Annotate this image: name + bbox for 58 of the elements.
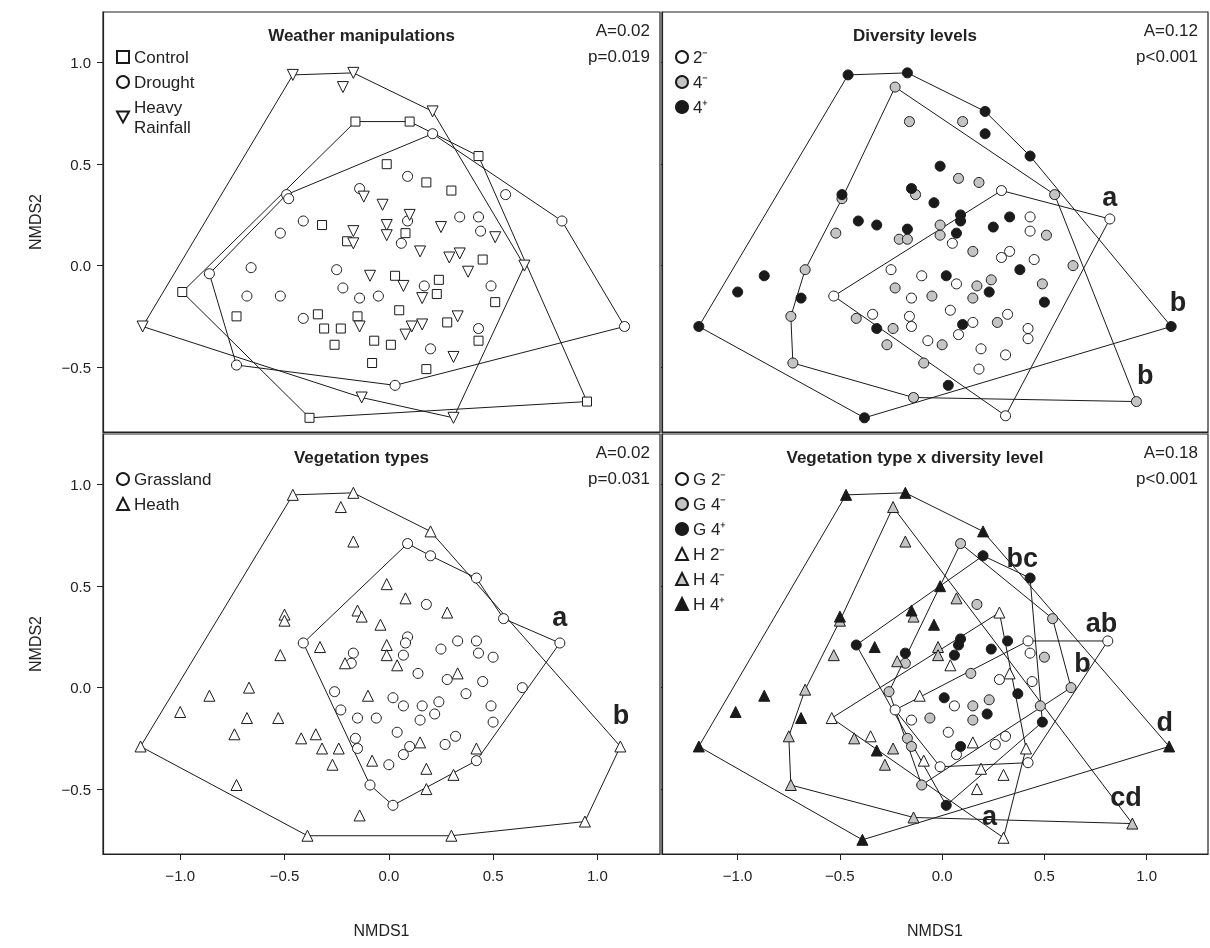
annotation: b (612, 700, 630, 731)
y-tick-label: −0.5 (61, 780, 91, 798)
annotation: b (1074, 647, 1091, 678)
annotation: A=0.02 (595, 443, 651, 462)
annotation: cd (1110, 782, 1142, 813)
legend-label: G 4⁻ (693, 494, 727, 514)
y-tick-label: 0.5 (70, 155, 91, 173)
legend-label: 4⁺ (693, 97, 709, 117)
x-tick-label: 1.0 (586, 867, 608, 884)
annotation: a (552, 601, 569, 632)
annotation: A=0.18 (1143, 443, 1199, 462)
annotation: A=0.02 (595, 21, 651, 40)
x-tick-label: −1.0 (165, 867, 195, 884)
text: Vegetation types (293, 448, 430, 467)
annotation: A=0.12 (1143, 21, 1199, 40)
x-tick-label: 1.0 (1136, 867, 1158, 884)
y-tick-label: 1.0 (70, 54, 91, 72)
legend-label: G 2⁻ (693, 469, 727, 489)
x-tick-label: 0.0 (378, 867, 400, 884)
x-tick-label: 0.0 (931, 867, 953, 884)
text: Vegetation type x diversity level (786, 448, 1044, 467)
annotation: b (1136, 360, 1154, 391)
legend-label: 4⁻ (693, 72, 709, 92)
y-tick-label: 0.0 (70, 257, 91, 275)
y-tick-label: 1.0 (70, 476, 91, 494)
annotation: p<0.001 (1136, 469, 1199, 488)
x-tick-label: 0.5 (1033, 867, 1055, 884)
legend-label: H 4⁻ (693, 569, 726, 589)
legend-label: Drought (134, 72, 195, 92)
annotation: a (1102, 181, 1119, 212)
annotation: p=0.019 (588, 47, 651, 66)
legend-label: G 4⁺ (693, 519, 727, 539)
annotation: d (1156, 707, 1174, 738)
y-tick-label: 0.0 (70, 679, 91, 697)
annotation: ab (1085, 607, 1118, 638)
x-axis-title: NMDS1 (906, 921, 964, 939)
y-tick-label: 0.5 (70, 577, 91, 595)
x-axis-title: NMDS1 (353, 921, 410, 939)
x-tick-label: 0.5 (482, 867, 504, 884)
annotation: p=0.031 (588, 469, 651, 488)
annotation: bc (1006, 542, 1039, 573)
legend-label: Heath (134, 494, 180, 514)
y-tick-label: −0.5 (61, 358, 91, 376)
x-tick-label: −1.0 (722, 867, 753, 884)
y-axis-title: NMDS2 (26, 193, 44, 251)
y-axis-title: NMDS2 (26, 615, 44, 673)
legend-label: Heavy Rainfall (134, 97, 191, 137)
legend-label: H 4⁺ (693, 594, 726, 614)
legend-label: Grassland (134, 469, 212, 489)
x-tick-label: −0.5 (269, 867, 300, 884)
x-tick-label: −0.5 (825, 867, 855, 884)
annotation: p<0.001 (1136, 47, 1199, 66)
legend-label: 2⁻ (693, 47, 709, 67)
text: Diversity levels (853, 26, 977, 45)
legend-label: H 2⁻ (693, 544, 726, 564)
annotation: b (1169, 286, 1187, 317)
legend-label: Control (134, 47, 189, 67)
text: Weather manipulations (268, 26, 455, 45)
